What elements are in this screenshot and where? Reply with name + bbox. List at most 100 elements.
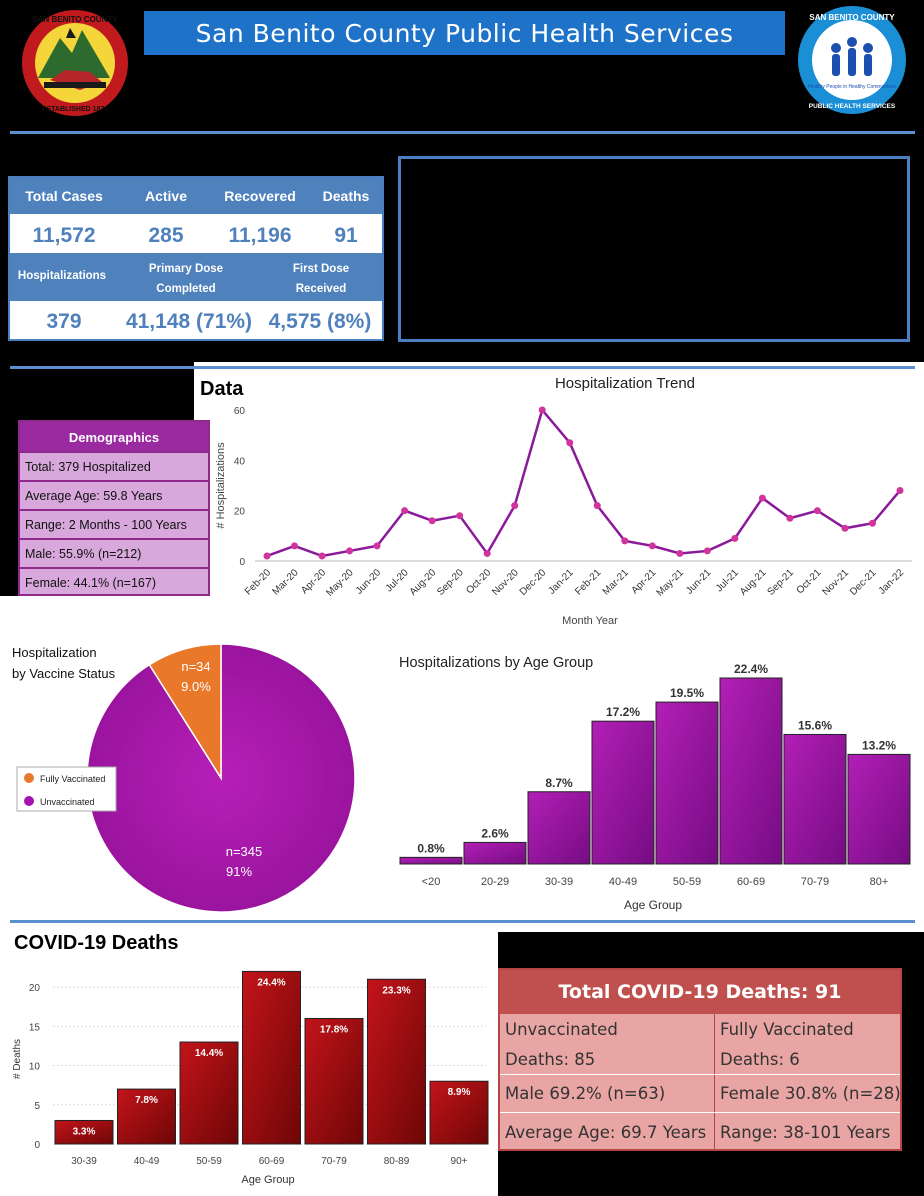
logo-bottom-text: PUBLIC HEALTH SERVICES [809,103,896,110]
demographics-row: Total: 379 Hospitalized [20,451,208,480]
county-seal-logo: SAN BENITO COUNTY ESTABLISHED 1874 [22,10,128,116]
y-axis-label: # Hospitalizations [215,442,227,529]
bar-data-label: 24.4% [257,977,285,988]
seal-top-text: SAN BENITO COUNTY [32,15,118,24]
stats-header-row-2: Hospitalizations Primary Dose Completed … [10,253,382,301]
age-bar [591,720,655,865]
x-tick-label: Dec-20 [518,567,549,598]
demographics-title: Demographics [20,422,208,452]
bar-data-label: 17.2% [606,705,640,719]
deaths-bar [242,970,301,1145]
trend-point [621,537,629,545]
section-divider [10,366,915,369]
y-tick-label: 5 [34,1101,40,1112]
age-bar [463,841,527,865]
unvaccinated-percent-label: 91% [226,864,252,879]
x-tick-label: 50-59 [196,1156,222,1167]
x-tick-label: <20 [422,876,441,888]
deaths-bar [429,1080,489,1145]
bar-data-label: 3.3% [73,1126,96,1137]
trend-point [456,512,464,520]
trend-point [263,552,271,560]
female-deaths: Female 30.8% (n=28) [720,1084,901,1103]
deaths-summary-table: Total COVID-19 Deaths: 91 Unvaccinated F… [498,968,902,1151]
data-heading: Data [200,378,244,400]
bar-data-label: 19.5% [670,686,704,700]
vaccine-status-pie-chart: n=34 9.0% n=345 91% Fully Vaccinated Unvaccin… [16,643,356,913]
first-dose-value: 4,575 (8%) [268,310,372,333]
age-bar [783,733,847,865]
average-age: Average Age: 69.7 Years [505,1122,707,1142]
x-axis-label: Age Group [624,898,682,912]
x-tick-label: Mar-21 [601,567,631,597]
y-tick-label: 60 [234,406,246,417]
trend-point [401,507,409,515]
x-tick-label: Feb-21 [573,567,603,597]
bar-data-label: 13.2% [862,738,896,752]
age-range: Range: 38-101 Years [720,1122,891,1142]
deaths-table-grid: Unvaccinated Fully Vaccinated Deaths: 85… [500,1014,901,1151]
x-tick-label: Nov-21 [820,567,851,598]
deaths-bar [367,978,426,1145]
trend-point [291,542,299,550]
pie-slice-vaccinated [148,643,222,781]
stats-header-row: Total Cases Active Recovered Deaths [10,178,382,214]
deaths-bar [304,1017,364,1145]
trend-point [813,507,821,515]
recovered-value: 11,196 [228,224,292,247]
demographics-row: Range: 2 Months - 100 Years [20,509,208,538]
trend-point [428,517,436,525]
x-axis-label: Age Group [241,1174,294,1186]
y-tick-label: 10 [29,1062,41,1073]
x-tick-label: May-20 [324,567,356,599]
row-divider [500,1074,900,1075]
x-tick-label: Oct-20 [464,567,493,596]
header-primary-dose: Primary Dose Completed [148,263,224,295]
y-tick-label: 15 [29,1022,41,1033]
trend-point [703,547,711,555]
bar-data-label: 7.8% [135,1095,158,1106]
x-tick-label: Aug-21 [738,567,769,598]
x-tick-label: Feb-20 [243,567,273,597]
trend-point [896,487,904,495]
age-bar [399,856,463,865]
unvaccinated-label: Unvaccinated [505,1019,618,1039]
header-active: Active [144,188,188,204]
x-tick-label: Dec-21 [848,567,879,598]
bar-data-label: 22.4% [734,662,768,676]
trend-point [648,542,656,550]
trend-point [538,406,546,414]
age-bar [719,677,783,865]
bar-data-label: 2.6% [481,826,509,840]
bar-data-label: 17.8% [320,1024,348,1035]
header-divider [10,131,915,134]
y-tick-label: 20 [29,983,41,994]
primary-dose-value: 41,148 (71%) [125,310,253,333]
deaths-bar [179,1041,239,1145]
x-tick-label: 40-49 [609,876,637,888]
x-tick-label: 40-49 [134,1156,160,1167]
header-total-cases: Total Cases [25,188,103,204]
trend-point [758,494,766,502]
x-tick-label: Aug-20 [408,567,439,598]
deaths-value: 91 [334,224,358,247]
unvaccinated-deaths: Deaths: 85 [505,1049,596,1069]
x-tick-label: Nov-20 [490,567,521,598]
vaccine-status-title-line2: by Vaccine Status [12,666,116,681]
hospitalizations-value: 379 [46,310,82,333]
bar-data-label: 23.3% [382,985,410,996]
trend-point [318,552,326,560]
page-title: San Benito County Public Health Services [144,11,785,55]
column-divider [714,1014,715,1151]
y-tick-label: 40 [234,456,246,467]
trend-point [511,502,519,510]
x-tick-label: 30-39 [71,1156,97,1167]
chart-title: Hospitalization Trend [555,375,695,392]
x-tick-label: 30-39 [545,876,573,888]
y-tick-label: 0 [34,1140,40,1151]
logo-slogan: Healthy People in Healthy Communities [808,84,897,90]
deaths-bar [54,1119,114,1145]
hospitalization-trend-chart: Hospitalization Trend # Hospitalizations M… [215,375,912,627]
deaths-heading: COVID-19 Deaths [14,932,179,954]
x-tick-label: 60-69 [737,876,765,888]
